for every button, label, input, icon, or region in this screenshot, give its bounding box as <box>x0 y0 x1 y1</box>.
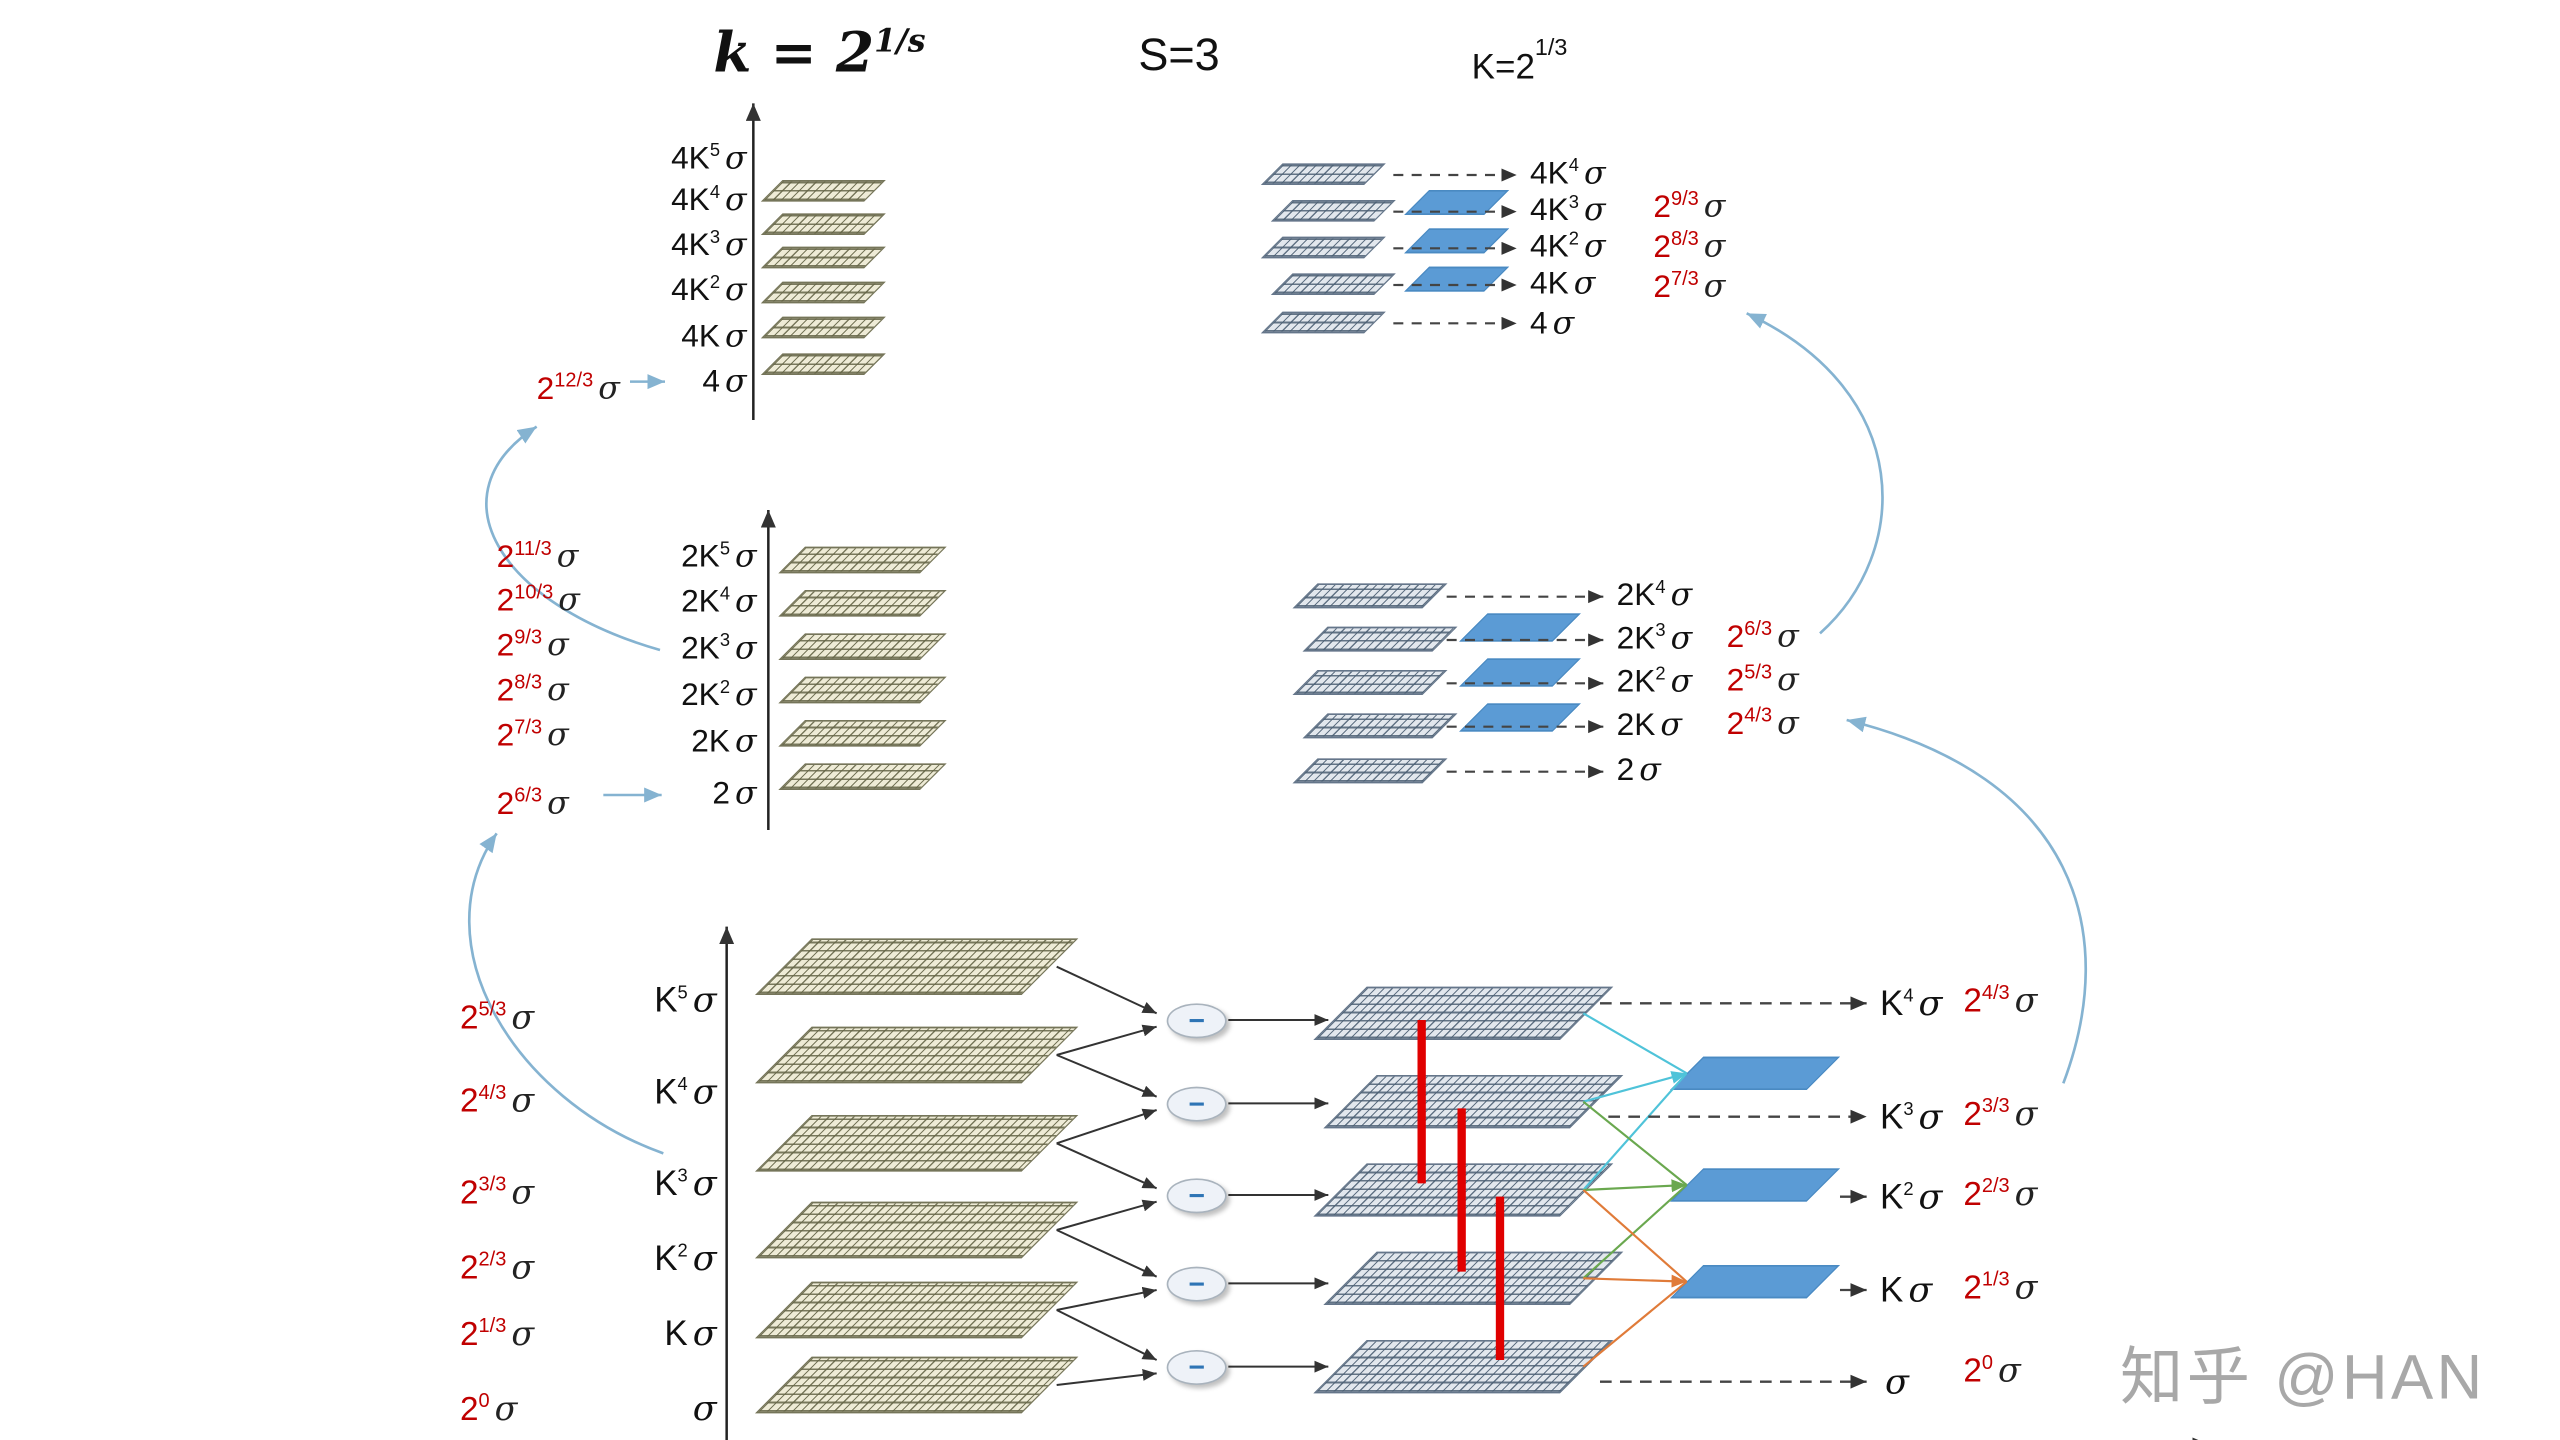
octave1-axes <box>719 926 2210 1440</box>
minus-icon: − <box>1188 1004 1205 1037</box>
octave2-dog-label: 2K σ <box>1616 706 1683 744</box>
base-pointer-arrows <box>603 374 665 803</box>
octave3-dog-label: 4K σ <box>1529 264 1596 302</box>
watermark: 知乎 @HAN <box>2119 1343 2486 1414</box>
octave1-sigma-label: 20 σ <box>459 1388 518 1429</box>
octave1-sigma-label: 22/3 σ <box>459 1246 535 1287</box>
octave2-gaussian-label: 2K4 σ <box>681 583 757 620</box>
octave2-sigma-label: 26/3 σ <box>496 783 569 823</box>
octave1-gaussian-label: K5 σ <box>654 979 717 1020</box>
octave1-dog-label: K3 σ <box>1879 1096 1943 1137</box>
difference-operator: − <box>1166 1266 1227 1302</box>
octave2-dog-sigma-label: 24/3 σ <box>1726 703 1799 743</box>
fan-green <box>1582 1100 1688 1280</box>
octave3-gaussian-label: 4K5 σ <box>671 139 747 177</box>
octave1-dog-sigma-label: 23/3 σ <box>1963 1093 2038 1134</box>
octave3-dog-label: 4K4 σ <box>1529 154 1606 192</box>
octave2-dog-label: 2K4 σ <box>1616 576 1693 614</box>
subtraction-arrows <box>1056 965 1329 1386</box>
octave2-sigma-label: 29/3 σ <box>496 624 569 664</box>
octave2-dog-label: 2K2 σ <box>1616 663 1693 700</box>
inter-octave-curves <box>468 312 2088 1155</box>
extrema-comparison-lines <box>1417 1019 1505 1360</box>
octave2-gaussian-label: 2K2 σ <box>681 676 757 714</box>
octave1-dog-sigma-label: 20 σ <box>1963 1349 2021 1390</box>
octave1-gaussian-label: σ <box>692 1388 717 1429</box>
octave2-gaussian-label: 2K3 σ <box>681 629 757 667</box>
octave3-dog-label: 4K2 σ <box>1529 228 1606 265</box>
octave3-gaussian-label: 4K4 σ <box>671 181 747 219</box>
difference-operator: − <box>1166 1349 1227 1385</box>
octave2-gaussian-label: 2K σ <box>691 723 757 760</box>
octave3-dog-sigma-label: 28/3 σ <box>1653 226 1726 266</box>
difference-operator: − <box>1166 1086 1227 1122</box>
octave1-gaussian-label: K3 σ <box>654 1163 717 1204</box>
octave3-gaussian-label: 4K σ <box>681 318 747 355</box>
octave2-gaussian-label: 2K5 σ <box>681 538 757 575</box>
octave1-dog-sigma-label: 21/3 σ <box>1963 1266 2038 1307</box>
octave2-sigma-label: 211/3 σ <box>496 536 579 576</box>
octave3-gaussian-label: 4K2 σ <box>671 271 747 309</box>
octave1-dog-label: σ <box>1884 1361 1909 1402</box>
difference-operator: − <box>1166 1178 1227 1214</box>
minus-icon: − <box>1188 1179 1205 1212</box>
octave3-base-sigma-label: 212/3 σ <box>536 368 620 408</box>
octave3-dog-label: 4K3 σ <box>1529 191 1606 229</box>
octave3-dog-sigma-label: 27/3 σ <box>1653 266 1726 306</box>
dashed-arrows-octave1 <box>1599 996 1867 1389</box>
octave2-sigma-label: 27/3 σ <box>496 714 569 754</box>
octave3-gaussian-label: 4K3 σ <box>671 226 747 264</box>
dashed-arrows-octave3 <box>1393 168 1517 330</box>
fan-cyan <box>1582 1012 1688 1191</box>
octave2-sigma-label: 28/3 σ <box>496 669 569 709</box>
fan-orange <box>1582 1189 1688 1368</box>
dashed-arrows-octave2 <box>1446 590 1604 779</box>
octave1-sigma-label: 21/3 σ <box>459 1313 535 1354</box>
s-value-label: S=3 <box>1138 29 1220 80</box>
minus-icon: − <box>1188 1088 1205 1120</box>
octave1-dog-sigma-label: 24/3 σ <box>1963 979 2038 1020</box>
octave1-dog-label: K2 σ <box>1879 1176 1943 1217</box>
octave2-dog-sigma-label: 25/3 σ <box>1726 659 1799 699</box>
octave3-dog-sigma-label: 29/3 σ <box>1653 186 1726 226</box>
octave1-sigma-label: 23/3 σ <box>459 1171 535 1212</box>
octave1-sigma-label: 25/3 σ <box>459 996 535 1037</box>
octave1-sigma-label: 24/3 σ <box>459 1079 535 1120</box>
octave1-gaussian-label: K4 σ <box>654 1071 717 1112</box>
difference-operator: − <box>1166 1003 1227 1039</box>
octave1-gaussian-label: K2 σ <box>654 1238 717 1279</box>
K-value-formula: K=21/3 <box>1471 33 1568 87</box>
k-definition-formula: k = 21/s <box>713 19 926 85</box>
octave2-dog-sigma-label: 26/3 σ <box>1726 616 1799 656</box>
octave1-dog-sigma-label: 22/3 σ <box>1963 1173 2038 1214</box>
minus-icon: − <box>1188 1351 1205 1384</box>
octave2-dog-label: 2K3 σ <box>1616 619 1693 657</box>
minus-icon: − <box>1188 1268 1205 1300</box>
octave1-dog-label: K4 σ <box>1879 983 1943 1024</box>
octave2-sigma-label: 210/3 σ <box>496 579 580 619</box>
